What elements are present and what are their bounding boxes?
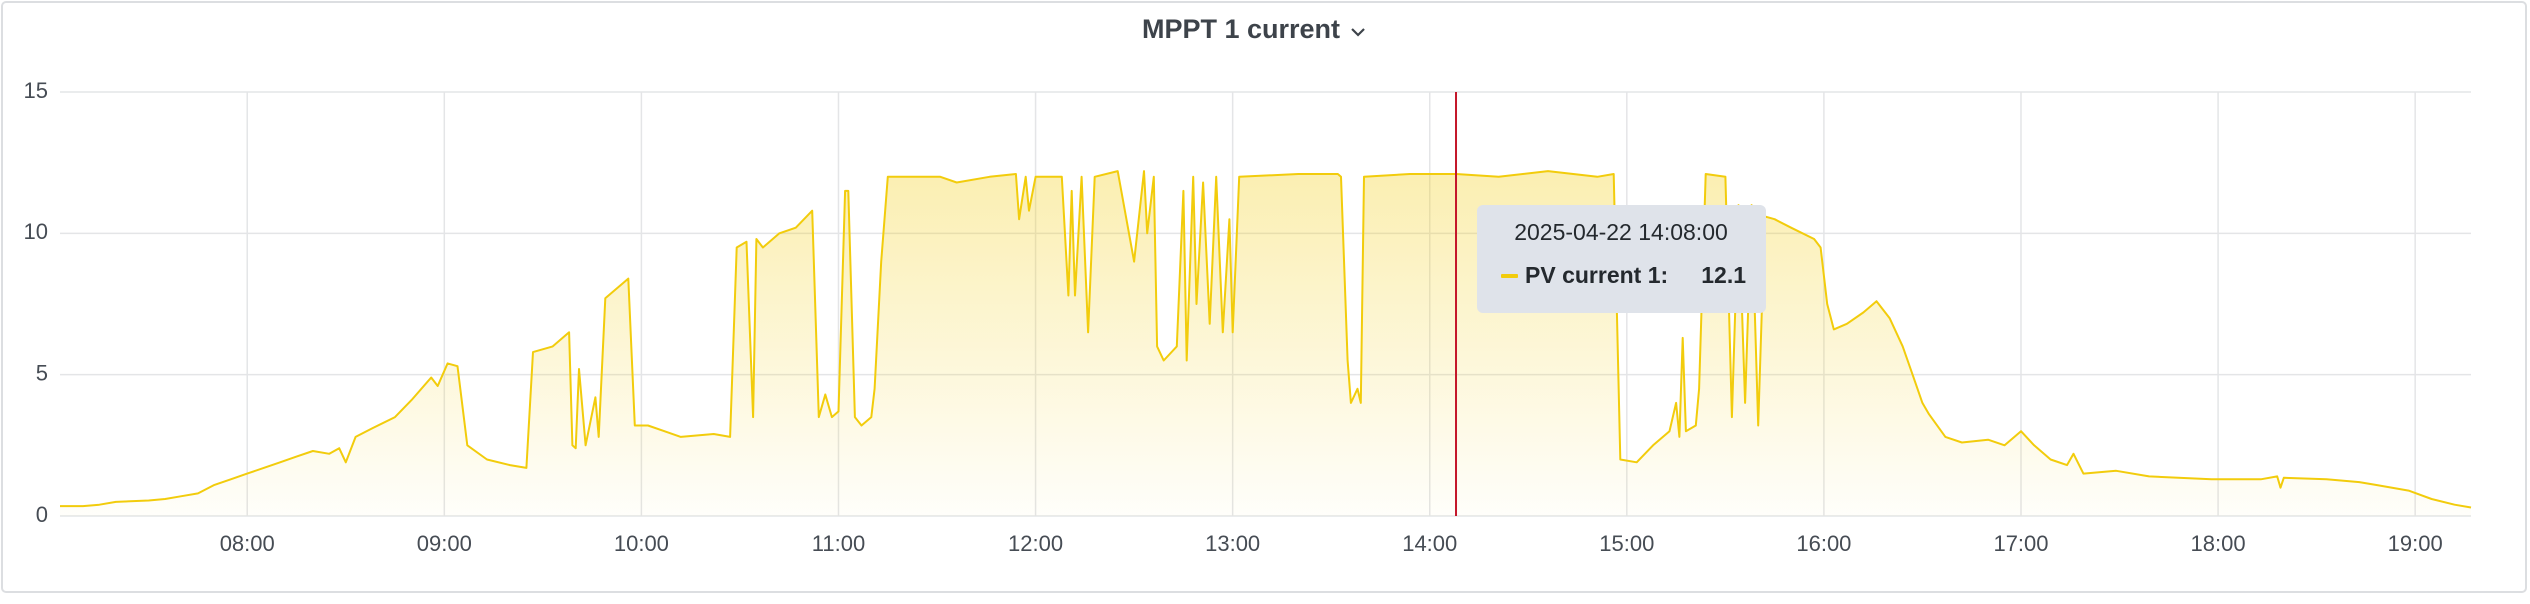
title-menu-icon[interactable] [1351,28,1365,37]
y-tick-label: 5 [36,360,48,385]
tooltip-label: PV current 1: [1525,262,1668,288]
x-tick-label: 16:00 [1796,531,1851,556]
y-tick-label: 0 [36,502,48,527]
x-tick-label: 19:00 [2388,531,2443,556]
x-tick-label: 18:00 [2191,531,2246,556]
x-tick-label: 14:00 [1402,531,1457,556]
x-tick-label: 12:00 [1008,531,1063,556]
ticks: 0 5 10 15 08:00 09:00 10:00 11:00 12:00 13:00 14:0… [24,78,2443,556]
x-tick-label: 08:00 [220,531,275,556]
x-tick-label: 10:00 [614,531,669,556]
y-tick-label: 10 [24,219,48,244]
x-tick-label: 13:00 [1205,531,1260,556]
x-tick-label: 17:00 [1993,531,2048,556]
tooltip-time: 2025-04-22 14:08:00 [1514,219,1728,245]
tooltip: 2025-04-22 14:08:00 PV current 1: 12.1 [1477,205,1766,313]
x-tick-label: 11:00 [812,531,865,556]
x-tick-label: 15:00 [1599,531,1654,556]
area [60,171,2471,516]
tooltip-value: 12.1 [1701,262,1746,288]
plot [60,92,2472,516]
panel-title[interactable]: MPPT 1 current [1142,14,1340,44]
line [60,170,2472,509]
y-tick-label: 15 [24,78,48,103]
tooltip-swatch [1501,274,1518,278]
tooltip-box [1477,205,1766,313]
x-tick-label: 09:00 [417,531,472,556]
